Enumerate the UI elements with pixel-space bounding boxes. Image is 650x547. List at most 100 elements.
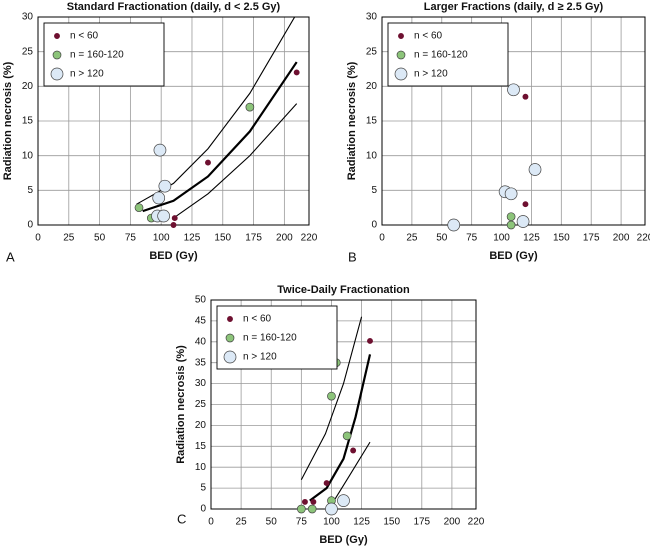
legend-label: n = 160-120	[414, 50, 468, 61]
y-tick-label: 0	[200, 504, 206, 515]
x-tick-label: 100	[323, 517, 340, 528]
x-tick-label: 25	[406, 233, 418, 244]
y-tick-label: 15	[22, 116, 34, 127]
y-axis-label: Radiation necrosis (%)	[346, 61, 358, 180]
legend-label: n < 60	[243, 314, 272, 325]
legend-marker	[52, 50, 62, 60]
x-tick-label: 125	[184, 233, 201, 244]
y-tick-label: 25	[22, 46, 34, 57]
y-tick-label: 25	[366, 46, 378, 57]
data-point	[293, 69, 300, 76]
panel-label: C	[177, 511, 186, 526]
panel-2: 0 25 50 75 100 125 150 175 200 220 0 5 10 15 20 25 30 35 4…	[175, 284, 485, 546]
y-tick-label: 10	[22, 150, 34, 161]
data-point	[153, 143, 167, 157]
y-tick-label: 10	[366, 150, 378, 161]
y-tick-label: 20	[195, 420, 207, 431]
panel-label: A	[6, 249, 15, 264]
fit-line	[330, 441, 371, 506]
legend-marker	[394, 67, 408, 81]
data-point	[157, 209, 170, 223]
data-point	[152, 191, 166, 205]
data-point	[307, 504, 317, 514]
data-point	[507, 83, 520, 97]
x-tick-label: 150	[553, 233, 570, 244]
data-point	[528, 163, 542, 176]
legend-box	[216, 305, 338, 370]
x-tick-label: 50	[436, 233, 448, 244]
y-tick-label: 40	[195, 336, 207, 347]
x-tick-label: 125	[353, 517, 370, 528]
data-point	[516, 215, 530, 228]
y-tick-label: 0	[371, 220, 377, 231]
x-tick-label: 25	[236, 517, 248, 528]
x-tick-label: 50	[94, 233, 106, 244]
y-tick-label: 30	[195, 378, 207, 389]
legend-label: n > 120	[243, 352, 277, 363]
y-tick-label: 20	[366, 81, 378, 92]
x-tick-label: 150	[214, 233, 231, 244]
fit-line	[142, 61, 298, 213]
y-tick-label: 15	[195, 441, 207, 452]
y-axis-label: Radiation necrosis (%)	[175, 345, 187, 464]
data-point	[296, 504, 306, 514]
panel-1: 0 25 50 75 100 125 150 175 200 220 0 5 10 15 20 25 30 Lar…	[346, 1, 650, 265]
legend-box	[387, 22, 509, 87]
data-point	[506, 220, 516, 230]
y-axis-label: Radiation necrosis (%)	[2, 61, 14, 180]
data-point	[170, 222, 177, 228]
y-tick-label: 20	[22, 81, 34, 92]
panel-label: B	[348, 249, 357, 264]
legend-marker	[50, 67, 64, 81]
y-tick-label: 45	[195, 316, 207, 327]
x-tick-label: 220	[468, 517, 485, 528]
data-point	[158, 179, 172, 193]
fit-line	[300, 316, 363, 480]
x-tick-label: 175	[583, 233, 600, 244]
plot-border	[210, 299, 477, 510]
chart-title: Twice-Daily Fractionation	[277, 284, 410, 296]
x-tick-label: 75	[296, 517, 308, 528]
data-point	[310, 498, 317, 505]
legend-label: n > 120	[70, 69, 104, 80]
legend-label: n > 120	[414, 69, 448, 80]
x-tick-label: 200	[444, 517, 461, 528]
legend-marker	[396, 50, 406, 60]
data-point	[325, 502, 338, 516]
x-tick-label: 25	[63, 233, 75, 244]
data-point	[323, 480, 330, 487]
legend-label: n < 60	[414, 31, 443, 42]
x-tick-label: 100	[493, 233, 510, 244]
legend-marker	[398, 33, 404, 39]
x-tick-label: 100	[153, 233, 170, 244]
x-tick-label: 0	[208, 517, 214, 528]
x-tick-label: 0	[35, 233, 41, 244]
data-point	[367, 338, 373, 344]
chart-title: Standard Fractionation (daily, d < 2.5 G…	[67, 1, 281, 13]
fit-line	[309, 354, 372, 502]
data-point	[447, 218, 461, 232]
x-tick-label: 75	[125, 233, 137, 244]
x-axis-label: BED (Gy)	[149, 250, 198, 262]
x-tick-label: 175	[413, 517, 430, 528]
data-point	[134, 203, 144, 213]
data-point	[506, 212, 516, 222]
fit-line	[173, 103, 298, 219]
y-tick-label: 50	[195, 295, 207, 306]
legend-marker	[227, 316, 233, 322]
legend-label: n = 160-120	[243, 333, 297, 344]
x-tick-label: 200	[276, 233, 293, 244]
x-tick-label: 150	[383, 517, 400, 528]
data-point	[522, 201, 529, 208]
legend-box	[43, 22, 165, 87]
panel-0: 0 25 50 75 100 125 150 175 200 220 0 5 10 15 20 25 30 Sta…	[2, 1, 318, 265]
legend-marker	[225, 333, 235, 343]
y-tick-label: 5	[371, 185, 377, 196]
data-point	[337, 494, 350, 507]
data-point	[504, 187, 518, 201]
data-point	[327, 391, 336, 401]
legend-marker	[223, 350, 237, 364]
y-tick-label: 0	[27, 220, 33, 231]
x-tick-label: 200	[613, 233, 630, 244]
